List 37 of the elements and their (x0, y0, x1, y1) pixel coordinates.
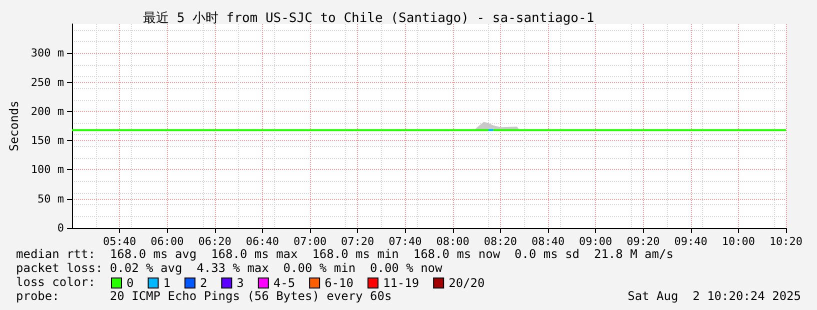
x-tick-label: 10:20 (769, 235, 803, 248)
text: median rtt: 168.0 ms avg 168.0 ms max 168.0 ms min 168.0 ms now 0.0 ms sd 21.8 M am/s (16, 247, 674, 261)
text: Sat Aug 2 10:20:24 2025 (628, 289, 801, 303)
y-tick-label: 150 m (30, 134, 64, 148)
x-tick-label: 09:40 (674, 235, 708, 248)
text: probe: 20 ICMP Echo Pings (56 Bytes) every 60s (16, 289, 392, 303)
x-tick-label: 08:20 (484, 235, 517, 248)
x-tick-label: 07:20 (341, 235, 374, 248)
legend-label: 20/20 (448, 276, 485, 290)
y-tick-label: 100 m (30, 163, 64, 176)
legend-label: 4-5 (273, 276, 296, 290)
legend-label: 1 (163, 276, 170, 290)
legend-label: 11-19 (382, 276, 420, 290)
legend-title: loss color: (16, 275, 96, 289)
legend-label: 6-10 (324, 276, 354, 290)
x-tick-label: 08:00 (436, 235, 470, 248)
legend-label: 3 (236, 276, 244, 290)
y-axis-title: Seconds (7, 100, 21, 152)
x-tick-label: 08:40 (531, 235, 565, 248)
y-tick-label: 300 m (30, 46, 64, 60)
text: packet loss: 0.02 % avg 4.33 % max 0.00 % min 0.00 % now (16, 261, 444, 275)
x-tick-label: 06:00 (150, 235, 184, 248)
x-tick-label: 06:40 (246, 235, 279, 248)
x-tick-label: 09:20 (626, 235, 660, 248)
x-tick-label: 07:00 (293, 235, 327, 248)
chart-title: 最近 5 小时 from US-SJC to Chile (Santiago) - sa-santiago-1 (143, 11, 594, 26)
x-tick-label: 05:40 (103, 235, 136, 248)
x-tick-label: 06:20 (198, 235, 232, 248)
x-tick-label: 09:00 (579, 235, 612, 248)
legend-label: 2 (200, 276, 208, 290)
y-tick-label: 0 (57, 222, 64, 234)
y-tick-label: 200 m (30, 104, 64, 118)
legend-label: 0 (126, 276, 134, 290)
y-tick-label: 250 m (30, 76, 64, 89)
x-tick-label: 10:00 (722, 235, 755, 248)
y-tick-label: 50 m (38, 192, 64, 206)
x-tick-label: 07:40 (388, 235, 422, 248)
